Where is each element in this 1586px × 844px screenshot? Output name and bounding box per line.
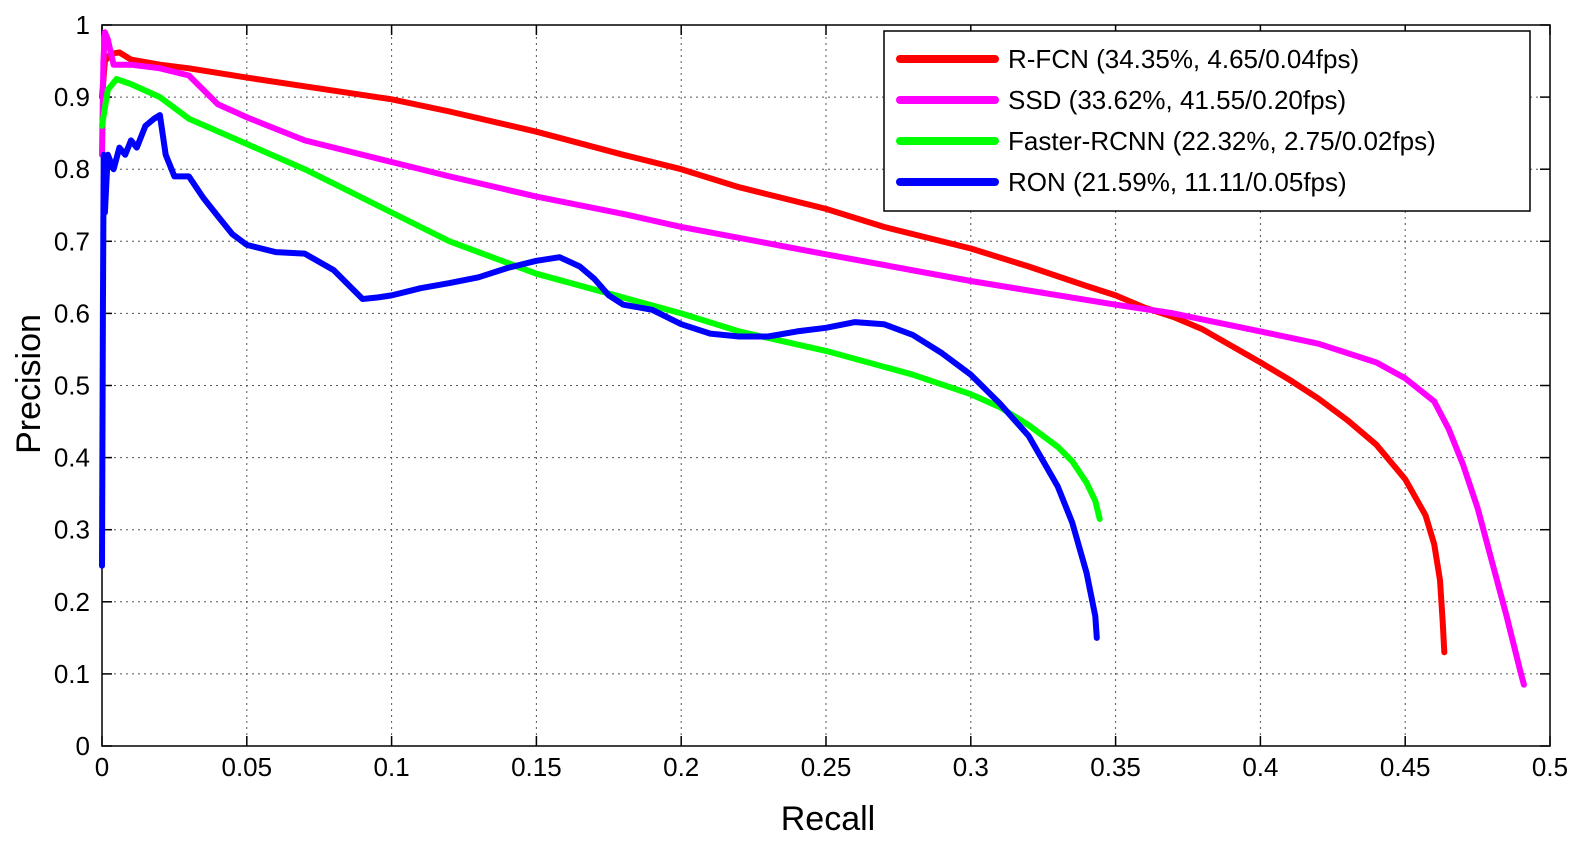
y-tick-label: 0 [76,731,90,761]
legend-label: RON (21.59%, 11.11/0.05fps) [1008,167,1347,197]
y-tick-label: 1 [76,10,90,40]
series-line [99,49,1448,656]
y-tick-label: 0.6 [54,298,90,328]
x-tick-label: 0.45 [1380,752,1431,782]
series-line [99,29,1527,688]
x-tick-label: 0.05 [221,752,272,782]
y-tick-label: 0.4 [54,443,90,473]
y-axis-label: Precision [10,314,48,454]
x-axis-label: Recall [781,800,875,838]
x-tick-label: 0.15 [511,752,562,782]
y-tick-label: 0.7 [54,226,90,256]
y-tick-label: 0.1 [54,659,90,689]
x-tick-labels: 0 0.05 0.1 0.15 0.2 0.25 0.3 0.35 0.4 0.45 0.5 [95,752,1568,782]
x-tick-label: 0.25 [801,752,852,782]
y-tick-label: 0.2 [54,587,90,617]
y-tick-labels: 0 0.1 0.2 0.3 0.4 0.5 0.6 0.7 0.8 0.9 1 [54,10,90,761]
legend-label: Faster-RCNN (22.32%, 2.75/0.02fps) [1008,126,1436,156]
x-tick-label: 0.3 [953,752,989,782]
legend: R-FCN (34.35%, 4.65/0.04fps) SSD (33.62%,… [883,30,1531,212]
y-tick-label: 0.8 [54,154,90,184]
plot-lines [99,29,1527,688]
x-tick-label: 0.5 [1532,752,1568,782]
y-tick-label: 0.5 [54,371,90,401]
x-tick-label: 0.2 [663,752,699,782]
legend-items: R-FCN (34.35%, 4.65/0.04fps) SSD (33.62%,… [896,44,1436,197]
y-tick-label: 0.9 [54,82,90,112]
x-tick-label: 0.1 [374,752,410,782]
legend-label: SSD (33.62%, 41.55/0.20fps) [1008,85,1346,115]
series-line [99,76,1103,522]
x-tick-label: 0.4 [1242,752,1278,782]
x-tick-label: 0.35 [1090,752,1141,782]
series-line [99,112,1100,641]
x-tick-label: 0 [95,752,109,782]
legend-label: R-FCN (34.35%, 4.65/0.04fps) [1008,44,1359,74]
y-tick-label: 0.3 [54,515,90,545]
